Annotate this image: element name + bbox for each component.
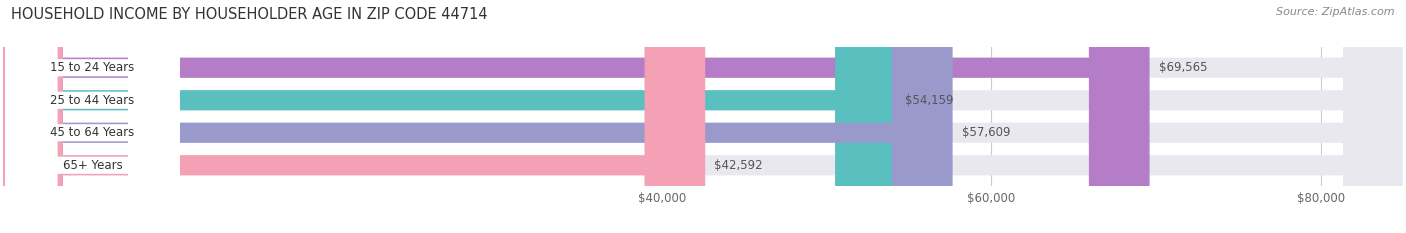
Circle shape [6, 0, 56, 233]
Text: 65+ Years: 65+ Years [63, 159, 122, 172]
Circle shape [129, 0, 179, 233]
Circle shape [6, 0, 56, 233]
FancyBboxPatch shape [31, 92, 153, 109]
FancyBboxPatch shape [32, 123, 922, 143]
Text: $42,592: $42,592 [714, 159, 763, 172]
Text: 45 to 64 Years: 45 to 64 Years [51, 126, 135, 139]
Text: 15 to 24 Years: 15 to 24 Years [51, 61, 135, 74]
Circle shape [3, 0, 62, 233]
Text: HOUSEHOLD INCOME BY HOUSEHOLDER AGE IN ZIP CODE 44714: HOUSEHOLD INCOME BY HOUSEHOLDER AGE IN Z… [11, 7, 488, 22]
Text: $54,159: $54,159 [905, 94, 953, 107]
Circle shape [1090, 0, 1149, 233]
Circle shape [129, 0, 179, 233]
Circle shape [129, 0, 179, 233]
FancyBboxPatch shape [32, 155, 675, 175]
FancyBboxPatch shape [32, 123, 1374, 143]
FancyBboxPatch shape [32, 90, 1374, 110]
FancyBboxPatch shape [31, 124, 153, 141]
Circle shape [3, 0, 62, 233]
FancyBboxPatch shape [32, 58, 1119, 78]
Circle shape [1344, 0, 1403, 233]
Circle shape [835, 0, 896, 233]
Circle shape [893, 0, 952, 233]
Circle shape [645, 0, 704, 233]
Circle shape [6, 0, 56, 233]
Circle shape [1344, 0, 1403, 233]
Circle shape [3, 0, 62, 233]
Circle shape [1344, 0, 1403, 233]
Circle shape [3, 0, 62, 233]
Circle shape [3, 0, 62, 233]
Text: $69,565: $69,565 [1159, 61, 1208, 74]
FancyBboxPatch shape [32, 90, 866, 110]
Circle shape [3, 0, 62, 233]
Circle shape [1344, 0, 1403, 233]
Circle shape [3, 0, 62, 233]
FancyBboxPatch shape [32, 58, 1374, 78]
Circle shape [129, 0, 179, 233]
Text: 25 to 44 Years: 25 to 44 Years [51, 94, 135, 107]
FancyBboxPatch shape [31, 157, 153, 174]
FancyBboxPatch shape [32, 155, 1374, 175]
Text: Source: ZipAtlas.com: Source: ZipAtlas.com [1277, 7, 1395, 17]
Text: $57,609: $57,609 [962, 126, 1011, 139]
FancyBboxPatch shape [31, 59, 153, 76]
Circle shape [3, 0, 62, 233]
Circle shape [6, 0, 56, 233]
